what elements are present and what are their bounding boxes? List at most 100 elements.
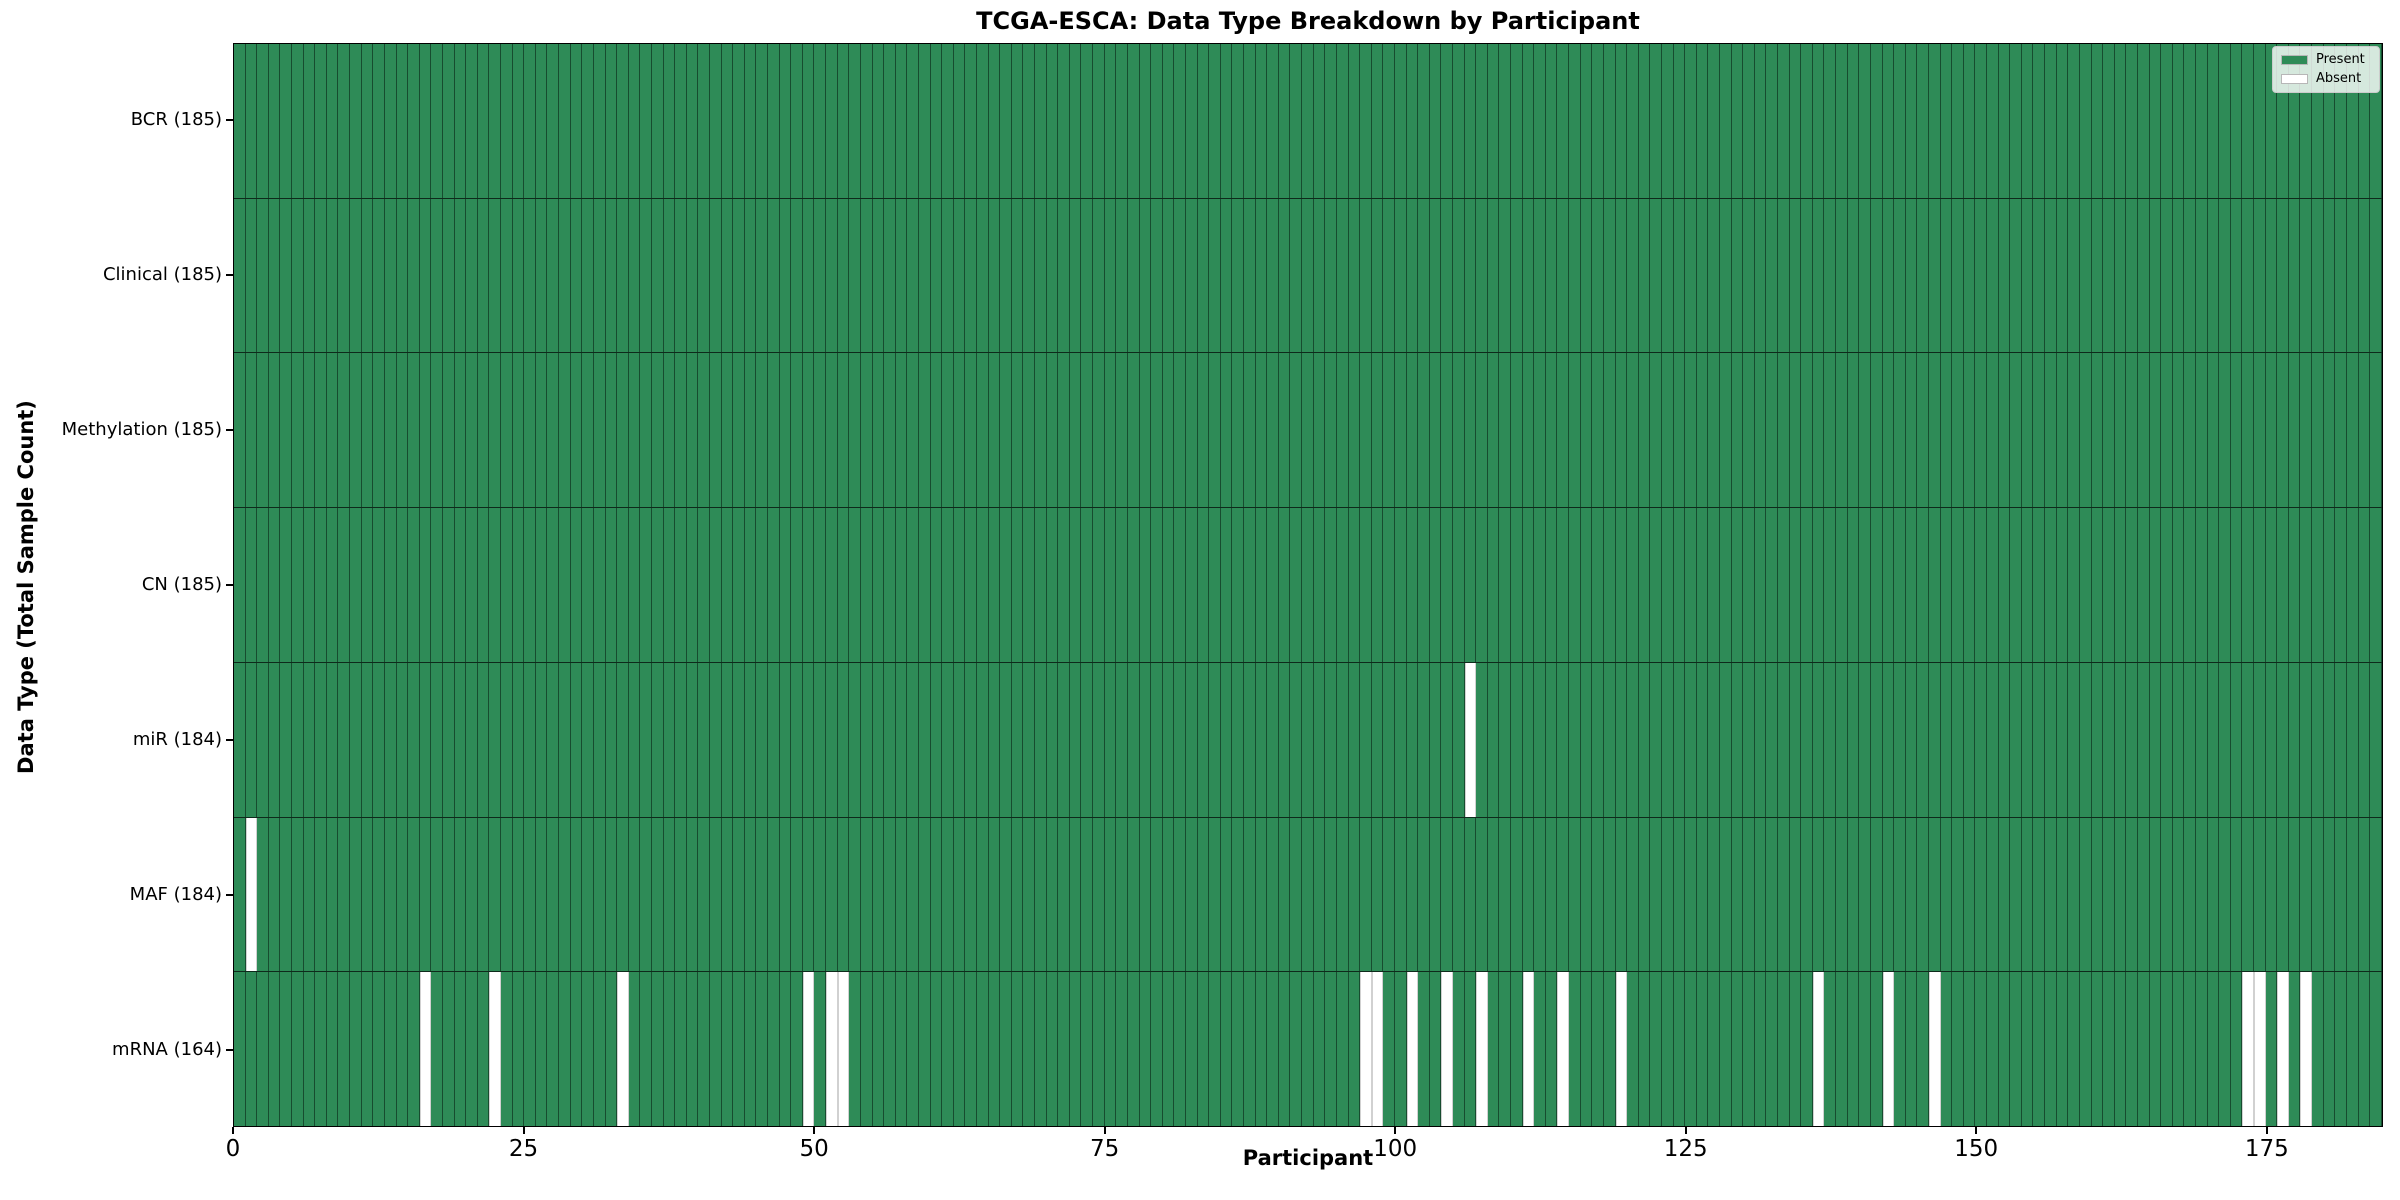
heatmap-cell	[2230, 44, 2243, 198]
heatmap-cell	[1104, 44, 1117, 198]
heatmap-cell	[1987, 972, 1999, 1127]
heatmap-cell	[326, 508, 339, 662]
heatmap-cell	[1592, 44, 1604, 198]
heatmap-cell	[1615, 44, 1628, 198]
y-tick-label-miR: miR (184)	[132, 728, 222, 750]
heatmap-cell	[826, 508, 838, 662]
heatmap-cell	[1545, 198, 1558, 353]
heatmap-cell	[1162, 44, 1175, 198]
heatmap-cell	[1870, 662, 1883, 817]
heatmap-cell	[268, 198, 281, 353]
heatmap-cell	[338, 662, 351, 817]
heatmap-cell	[953, 198, 966, 353]
heatmap-cell	[756, 353, 769, 508]
heatmap-cell	[1267, 662, 1279, 817]
heatmap-cell	[802, 817, 815, 972]
heatmap-cell	[1638, 662, 1651, 817]
heatmap-cell	[698, 353, 710, 508]
heatmap-cell	[1476, 198, 1488, 353]
heatmap-cell	[1778, 972, 1790, 1127]
heatmap-cell	[2033, 662, 2046, 817]
heatmap-cell	[826, 972, 838, 1127]
heatmap-cell	[918, 353, 931, 508]
heatmap-cell	[1696, 44, 1709, 198]
heatmap-cell	[988, 44, 1001, 198]
heatmap-cell	[1452, 353, 1465, 508]
heatmap-cell	[884, 817, 896, 972]
heatmap-cell	[1046, 353, 1059, 508]
heatmap-cell	[1313, 508, 1326, 662]
heatmap-cell	[1081, 353, 1094, 508]
heatmap-cell	[524, 662, 536, 817]
heatmap-cell	[2254, 198, 2266, 353]
heatmap-cell	[2079, 353, 2092, 508]
heatmap-cell	[1998, 198, 2011, 353]
heatmap-cell	[1406, 817, 1419, 972]
heatmap-cell	[234, 353, 246, 508]
heatmap-cell	[1220, 508, 1233, 662]
heatmap-cell	[1882, 508, 1895, 662]
heatmap-cell	[1824, 508, 1837, 662]
heatmap-cell	[373, 817, 385, 972]
heatmap-cell	[1917, 662, 1929, 817]
heatmap-cell	[1661, 198, 1674, 353]
heatmap-cell	[1847, 817, 1860, 972]
heatmap-cell	[501, 353, 513, 508]
heatmap-cell	[1987, 508, 1999, 662]
heatmap-cell	[1917, 198, 1929, 353]
heatmap-cell	[1383, 508, 1395, 662]
x-axis-label: Participant	[1242, 1146, 1374, 1170]
heatmap-cell	[768, 353, 780, 508]
y-tick-mark	[226, 119, 233, 122]
heatmap-cell	[1534, 198, 1546, 353]
heatmap-cell	[1499, 198, 1512, 353]
heatmap-cell	[1754, 972, 1767, 1127]
heatmap-cell	[1638, 198, 1651, 353]
heatmap-cell	[1940, 817, 1953, 972]
heatmap-cell	[280, 353, 293, 508]
heatmap-cell	[570, 198, 583, 353]
heatmap-cell	[1627, 662, 1639, 817]
heatmap-cell	[1975, 198, 1988, 353]
heatmap-cell	[860, 508, 873, 662]
heatmap-cell	[2288, 508, 2301, 662]
heatmap-cell	[1720, 508, 1732, 662]
heatmap-cell	[802, 662, 815, 817]
heatmap-cell	[442, 44, 455, 198]
heatmap-cell	[466, 972, 478, 1127]
heatmap-cell	[1278, 198, 1291, 353]
heatmap-cell	[1394, 817, 1407, 972]
heatmap-cell	[791, 198, 803, 353]
heatmap-cell	[280, 662, 293, 817]
heatmap-cell	[791, 662, 803, 817]
heatmap-cell	[1708, 353, 1720, 508]
heatmap-cell	[1452, 44, 1465, 198]
heatmap-cell	[1429, 508, 1442, 662]
heatmap-cell	[2312, 817, 2324, 972]
heatmap-cell	[2370, 817, 2382, 972]
heatmap-cell	[2068, 44, 2080, 198]
y-tick-label-MAF: MAF (184)	[129, 883, 222, 905]
x-tick-label: 150	[1954, 1136, 1999, 1162]
heatmap-cell	[1627, 198, 1639, 353]
heatmap-cell	[1232, 972, 1245, 1127]
heatmap-cell	[2021, 972, 2034, 1127]
heatmap-cell	[1011, 972, 1024, 1127]
heatmap-cell	[2068, 508, 2080, 662]
heatmap-cell	[1963, 972, 1976, 1127]
heatmap-cell	[1081, 44, 1094, 198]
heatmap-cell	[292, 508, 304, 662]
heatmap-cell	[1603, 353, 1616, 508]
heatmap-cell	[768, 198, 780, 353]
heatmap-cell	[1441, 353, 1453, 508]
heatmap-cell	[895, 817, 908, 972]
heatmap-cell	[373, 972, 385, 1127]
heatmap-cell	[1754, 198, 1767, 353]
heatmap-cell	[1104, 508, 1117, 662]
heatmap-cell	[907, 508, 919, 662]
heatmap-cell	[1836, 353, 1848, 508]
heatmap-cell	[442, 662, 455, 817]
heatmap-cell	[2242, 817, 2255, 972]
heatmap-cell	[721, 353, 734, 508]
